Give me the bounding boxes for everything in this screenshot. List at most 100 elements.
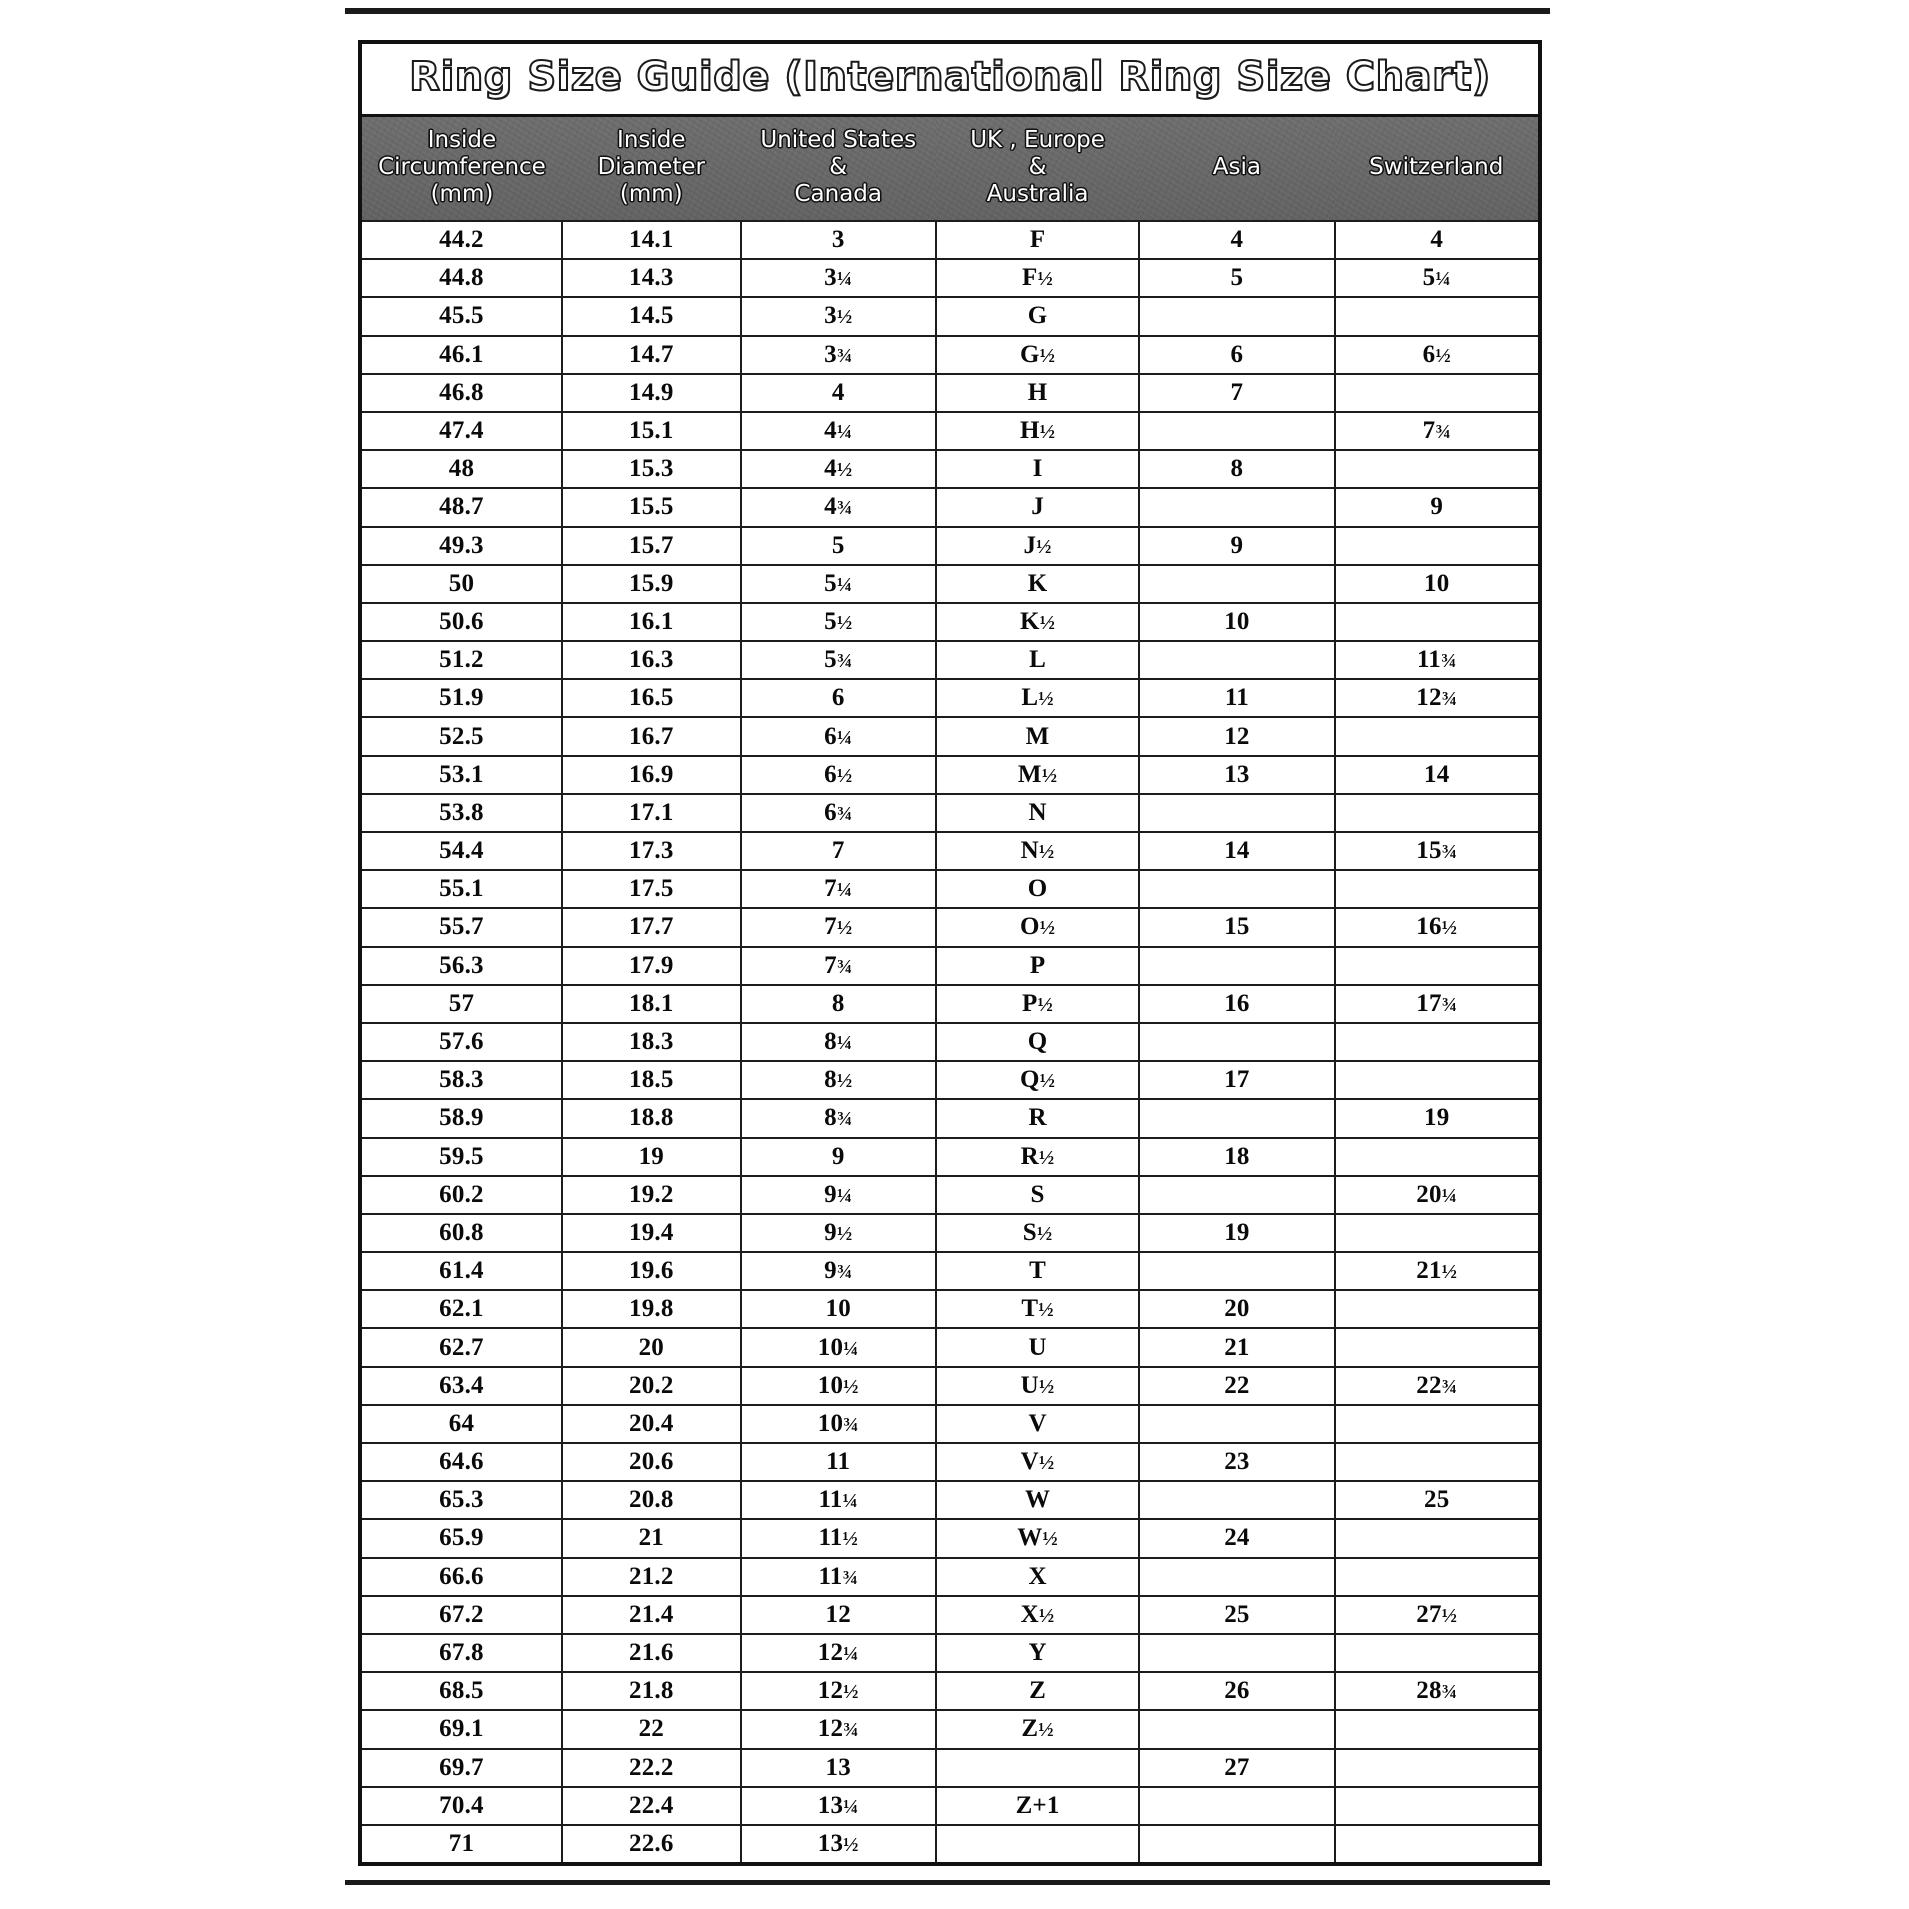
cell-inside: 17.7 [560,908,742,948]
cell-switzerland: 22¾ [1333,1366,1538,1406]
cell-asia [1138,1099,1336,1139]
cell-inside: 18.8 [560,1099,742,1139]
cell-switzerland [1333,1290,1538,1330]
cell-switzerland: 12¾ [1333,679,1538,719]
cell-uk-europe: Y [934,1633,1141,1674]
column-header-inside: Inside Circumference (mm) [362,117,562,221]
cell-united-states: 11¾ [739,1557,937,1597]
table-row: 60.8 19.4 9½ S½ 19 [362,1213,1538,1254]
table-row: 60.2 19.2 9¼ S 20¼ [362,1175,1538,1215]
column-header-line: UK , Europe [970,127,1105,154]
cell-uk-europe: M [934,717,1141,757]
table-row: 66.6 21.2 11¾ X [362,1557,1538,1597]
cell-united-states: 8¼ [739,1022,937,1063]
cell-united-states: 3 [739,219,937,261]
cell-asia [1138,488,1336,528]
cell-united-states: 8½ [739,1061,937,1101]
cell-switzerland: 19 [1333,1099,1538,1139]
cell-asia [1138,297,1336,337]
cell-asia: 14 [1138,832,1336,872]
ring-size-chart: Ring Size Guide (International Ring Size… [358,40,1542,1867]
cell-uk-europe: J½ [934,526,1141,566]
cell-inside: 46.8 [362,373,563,413]
cell-asia: 11 [1138,679,1336,719]
table-row: 59.5 19 9 R½ 18 [362,1137,1538,1177]
cell-inside: 47.4 [362,411,563,452]
table-row: 61.4 19.6 9¾ T 21½ [362,1252,1538,1292]
table-row: 51.9 16.5 6 L½ 11 12¾ [362,679,1538,719]
table-row: 69.1 22 12¾ Z½ [362,1710,1538,1750]
cell-inside: 16.1 [560,602,742,643]
cell-inside: 57.6 [362,1022,563,1063]
cell-united-states: 8 [739,984,937,1024]
cell-switzerland [1333,373,1538,413]
cell-inside: 69.1 [362,1710,563,1750]
cell-inside: 70.4 [362,1786,563,1826]
column-header-inside: Inside Diameter (mm) [562,117,741,221]
cell-inside: 55.7 [362,908,563,948]
cell-uk-europe: F [934,219,1141,261]
cell-inside: 18.3 [560,1022,742,1063]
table-row: 71 22.6 13½ [362,1824,1538,1863]
cell-asia [1138,1175,1336,1215]
cell-inside: 14.7 [560,335,742,375]
cell-inside: 60.8 [362,1213,563,1254]
cell-uk-europe: N½ [934,832,1141,872]
cell-uk-europe: O½ [934,908,1141,948]
cell-asia: 13 [1138,755,1336,795]
cell-inside: 17.5 [560,870,742,910]
cell-switzerland [1333,1213,1538,1254]
table-row: 65.3 20.8 11¼ W 25 [362,1481,1538,1521]
cell-united-states: 9½ [739,1213,937,1254]
cell-asia: 7 [1138,373,1336,413]
page-title: Ring Size Guide (International Ring Size… [408,53,1491,101]
cell-switzerland [1333,1137,1538,1177]
cell-inside: 16.3 [560,641,742,681]
cell-united-states: 7¼ [739,870,937,910]
cell-switzerland: 16½ [1333,908,1538,948]
cell-uk-europe: H½ [934,411,1141,452]
cell-inside: 65.9 [362,1519,563,1559]
cell-asia: 10 [1138,602,1336,643]
cell-united-states: 3½ [739,297,937,337]
table-row: 67.2 21.4 12 X½ 25 27½ [362,1595,1538,1635]
table-row: 56.3 17.9 7¾ P [362,946,1538,986]
cell-united-states: 13 [739,1748,937,1788]
cell-switzerland [1333,1328,1538,1368]
cell-switzerland [1333,526,1538,566]
table-row: 49.3 15.7 5 J½ 9 [362,526,1538,566]
cell-uk-europe: I [934,450,1141,490]
cell-uk-europe: U½ [934,1366,1141,1406]
cell-uk-europe: R½ [934,1137,1141,1177]
cell-united-states: 10½ [739,1366,937,1406]
table-row: 48 15.3 4½ I 8 [362,450,1538,490]
cell-switzerland: 17¾ [1333,984,1538,1024]
table-row: 65.9 21 11½ W½ 24 [362,1519,1538,1559]
table-row: 62.1 19.8 10 T½ 20 [362,1290,1538,1330]
cell-united-states: 6¾ [739,793,937,834]
cell-united-states: 10 [739,1290,937,1330]
cell-switzerland [1333,1061,1538,1101]
cell-asia [1138,793,1336,834]
cell-united-states: 11 [739,1443,937,1483]
table-row: 54.4 17.3 7 N½ 14 15¾ [362,832,1538,872]
cell-inside: 22.4 [560,1786,742,1826]
cell-asia [1138,870,1336,910]
cell-united-states: 10¾ [739,1404,937,1445]
cell-inside: 67.2 [362,1595,563,1635]
cell-asia: 9 [1138,526,1336,566]
cell-switzerland: 11¾ [1333,641,1538,681]
cell-asia: 8 [1138,450,1336,490]
cell-asia: 5 [1138,259,1336,299]
cell-inside: 64 [362,1404,563,1445]
cell-inside: 17.9 [560,946,742,986]
cell-switzerland: 10 [1333,564,1538,604]
table-row: 69.7 22.2 13 27 [362,1748,1538,1788]
cell-united-states: 4¼ [739,411,937,452]
column-header-united-states: United States & Canada [741,117,936,221]
cell-asia [1138,1710,1336,1750]
cell-switzerland [1333,1443,1538,1483]
cell-inside: 14.9 [560,373,742,413]
chart-title-bar: Ring Size Guide (International Ring Size… [362,44,1538,117]
